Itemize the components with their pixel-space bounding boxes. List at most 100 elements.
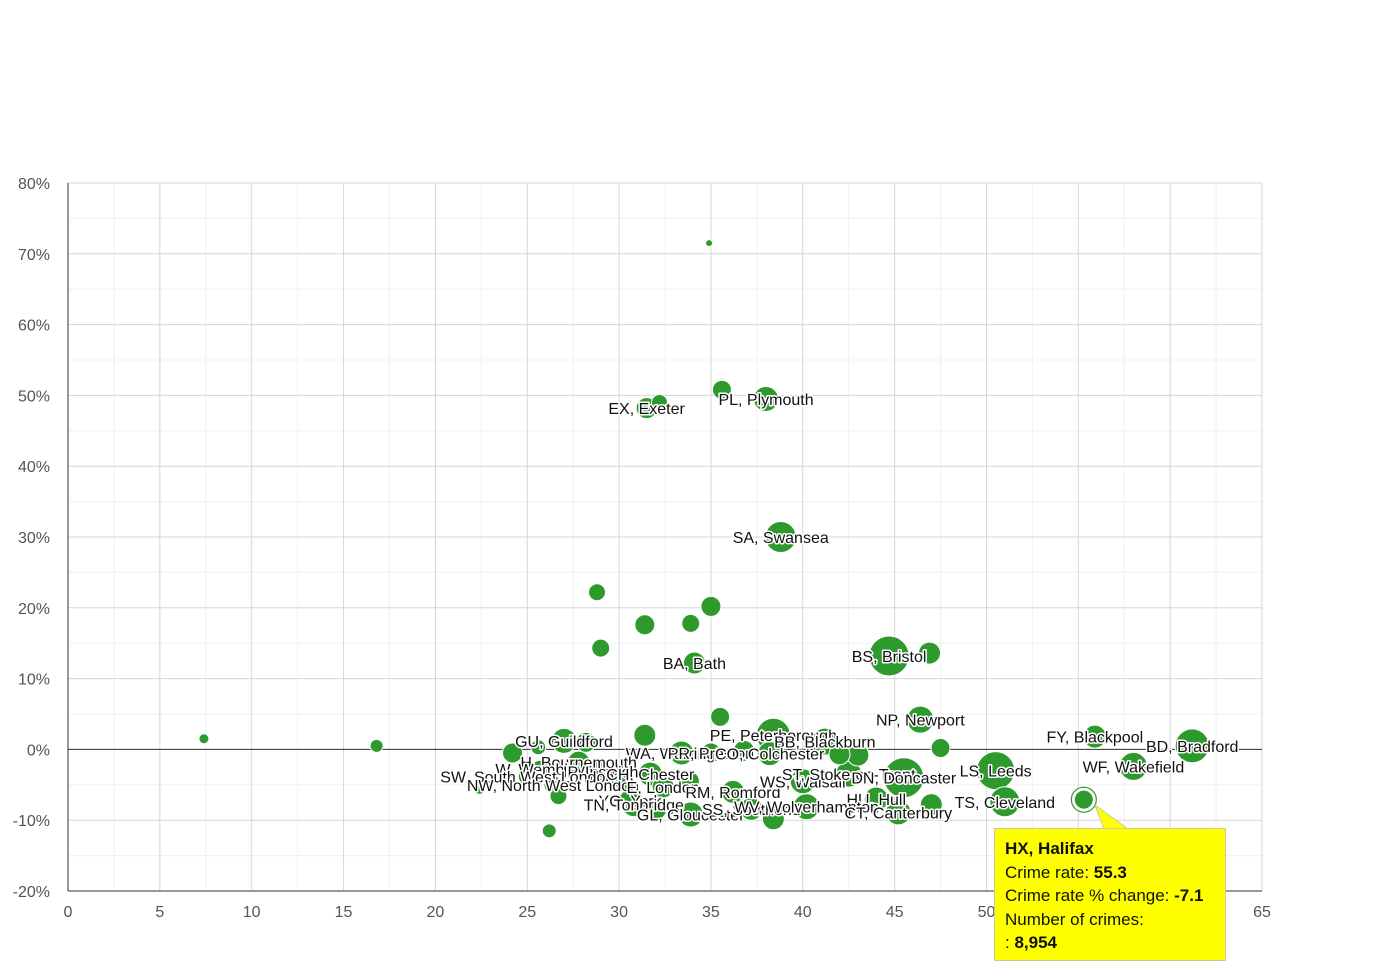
point-label: H, Bournemouth bbox=[520, 755, 637, 772]
data-point[interactable] bbox=[633, 723, 657, 747]
data-point[interactable] bbox=[530, 739, 547, 756]
tooltip-change-label: Crime rate % change: bbox=[1005, 886, 1175, 905]
data-point[interactable] bbox=[472, 781, 486, 795]
data-point[interactable] bbox=[650, 393, 668, 411]
y-tick-label: 30% bbox=[18, 530, 50, 547]
x-tick-label: 5 bbox=[155, 904, 164, 921]
data-point[interactable] bbox=[883, 757, 925, 799]
point-label: EX, Exeter bbox=[608, 401, 685, 418]
y-tick-label: 0% bbox=[27, 742, 50, 759]
y-tick-label: 80% bbox=[18, 176, 50, 193]
point-label: BA, Bath bbox=[663, 656, 726, 673]
tooltip: HX, Halifax Crime rate: 55.3 Crime rate … bbox=[994, 828, 1226, 961]
y-tick-label: 10% bbox=[18, 672, 50, 689]
tooltip-change: Crime rate % change: -7.1 bbox=[1005, 884, 1215, 908]
data-point[interactable] bbox=[644, 797, 668, 821]
data-point[interactable] bbox=[700, 742, 722, 764]
data-point[interactable] bbox=[828, 743, 851, 766]
y-axis-tick-labels: -20% -10% 0% 10% 20% 30% 40% 50% 60% 70% 80% bbox=[13, 176, 50, 901]
point-label: DN, Doncaster bbox=[851, 771, 957, 788]
data-point[interactable] bbox=[1082, 724, 1107, 749]
tooltip-count-label: Number of crimes: bbox=[1005, 909, 1144, 929]
point-label: SW, South West London bbox=[440, 769, 614, 786]
data-point[interactable] bbox=[651, 775, 675, 799]
data-point[interactable] bbox=[369, 738, 384, 753]
data-point[interactable] bbox=[720, 779, 745, 804]
data-point[interactable] bbox=[567, 750, 591, 774]
x-tick-label: 25 bbox=[518, 904, 536, 921]
point-label: BB, Blackburn bbox=[774, 735, 875, 752]
data-point[interactable] bbox=[705, 239, 714, 248]
y-tick-label: 20% bbox=[18, 601, 50, 618]
point-label: BS, Bristol bbox=[852, 649, 927, 666]
tooltip-change-value: -7.1 bbox=[1174, 886, 1204, 905]
data-point[interactable] bbox=[585, 735, 599, 749]
data-point[interactable] bbox=[885, 799, 912, 826]
data-point[interactable] bbox=[868, 635, 910, 677]
point-label: PL, Plymouth bbox=[718, 392, 813, 409]
point-label: TN, Tonbridge bbox=[584, 798, 684, 815]
data-point[interactable] bbox=[739, 796, 764, 821]
data-point[interactable] bbox=[753, 385, 780, 412]
data-point[interactable] bbox=[541, 823, 557, 839]
data-point[interactable] bbox=[732, 739, 755, 762]
point-label: E, London bbox=[627, 780, 700, 797]
data-point[interactable] bbox=[918, 641, 942, 665]
data-point[interactable] bbox=[757, 741, 783, 767]
y-tick-label: 50% bbox=[18, 388, 50, 405]
data-point[interactable] bbox=[549, 787, 568, 806]
x-tick-label: 10 bbox=[243, 904, 261, 921]
point-label: TS, Cleveland bbox=[955, 795, 1056, 812]
point-label: CO, Colchester bbox=[715, 747, 825, 764]
x-tick-label: 15 bbox=[335, 904, 353, 921]
point-label: SS, Southend bbox=[702, 802, 801, 819]
data-point[interactable] bbox=[634, 614, 656, 636]
data-point[interactable] bbox=[1073, 789, 1094, 810]
data-point[interactable] bbox=[591, 638, 611, 658]
data-point[interactable] bbox=[764, 521, 797, 553]
point-label: HU, Hull bbox=[846, 792, 906, 809]
data-point[interactable] bbox=[681, 613, 701, 633]
data-point[interactable] bbox=[789, 768, 816, 795]
data-point[interactable] bbox=[761, 807, 785, 831]
point-label: WF, Wakefield bbox=[1083, 759, 1185, 776]
data-point[interactable] bbox=[700, 595, 722, 617]
point-label: GL, Gloucester bbox=[637, 808, 745, 825]
data-point[interactable] bbox=[502, 742, 524, 764]
data-point[interactable] bbox=[517, 766, 537, 786]
data-point[interactable] bbox=[614, 770, 636, 792]
data-point[interactable] bbox=[1118, 751, 1148, 781]
data-point[interactable] bbox=[863, 786, 889, 812]
y-tick-label: 70% bbox=[18, 247, 50, 264]
point-label: PE, Peterborough bbox=[710, 728, 837, 745]
x-tick-label: 40 bbox=[794, 904, 812, 921]
point-label: CH, Chester bbox=[606, 767, 695, 784]
tooltip-count-value: 8,954 bbox=[1014, 933, 1057, 952]
x-tick-label: 65 bbox=[1253, 904, 1271, 921]
data-point[interactable] bbox=[588, 583, 607, 602]
data-point[interactable] bbox=[989, 786, 1021, 818]
point-label: CT, Canterbury bbox=[844, 805, 952, 822]
tooltip-crime-rate-value: 55.3 bbox=[1093, 862, 1127, 882]
data-point[interactable] bbox=[711, 379, 732, 400]
data-point[interactable] bbox=[588, 759, 613, 784]
point-label: YO, York bbox=[599, 793, 663, 810]
data-point[interactable] bbox=[1174, 728, 1210, 764]
data-point[interactable] bbox=[682, 651, 706, 675]
point-label: WA, Warrington bbox=[626, 746, 738, 763]
data-point[interactable] bbox=[669, 740, 695, 766]
data-point[interactable] bbox=[930, 737, 951, 758]
data-point[interactable] bbox=[919, 793, 943, 817]
point-label: GU, Guildford bbox=[515, 734, 613, 751]
data-point[interactable] bbox=[198, 733, 210, 745]
data-point[interactable] bbox=[710, 706, 731, 727]
data-point[interactable] bbox=[792, 793, 820, 821]
y-tick-label: -10% bbox=[13, 813, 50, 830]
point-label: RM, Romford bbox=[685, 785, 780, 802]
data-point[interactable] bbox=[677, 801, 704, 828]
data-point[interactable] bbox=[906, 705, 935, 734]
x-tick-label: 0 bbox=[64, 904, 73, 921]
data-point[interactable] bbox=[677, 770, 700, 793]
point-label: IP, Ipswich bbox=[563, 764, 638, 781]
